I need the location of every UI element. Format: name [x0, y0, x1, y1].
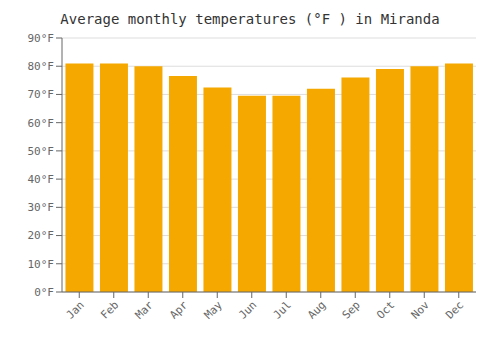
svg-text:30°F: 30°F — [28, 201, 55, 214]
svg-text:50°F: 50°F — [28, 145, 55, 158]
svg-text:Mar: Mar — [133, 298, 157, 322]
svg-text:70°F: 70°F — [28, 88, 55, 101]
svg-text:Dec: Dec — [443, 298, 466, 321]
html-text:Average monthly temperatures (: Average monthly temperatures (°F ) in Mi… — [60, 11, 440, 27]
svg-text:Nov: Nov — [409, 298, 433, 322]
svg-text:Oct: Oct — [374, 298, 397, 321]
svg-text:Feb: Feb — [98, 298, 121, 321]
svg-text:10°F: 10°F — [28, 258, 55, 271]
svg-text:90°F: 90°F — [28, 32, 55, 45]
svg-text:Jun: Jun — [236, 298, 259, 321]
svg-text:40°F: 40°F — [28, 173, 55, 186]
svg-text:0°F: 0°F — [34, 286, 54, 299]
svg-text:Sep: Sep — [340, 298, 363, 321]
svg-text:80°F: 80°F — [28, 60, 55, 73]
svg-text:May: May — [202, 298, 226, 322]
svg-text:60°F: 60°F — [28, 117, 55, 130]
svg-text:Apr: Apr — [167, 298, 191, 322]
svg-text:Jul: Jul — [271, 298, 294, 321]
svg-text:20°F: 20°F — [28, 229, 55, 242]
svg-text:Aug: Aug — [305, 298, 328, 321]
svg-text:Jan: Jan — [64, 298, 87, 321]
